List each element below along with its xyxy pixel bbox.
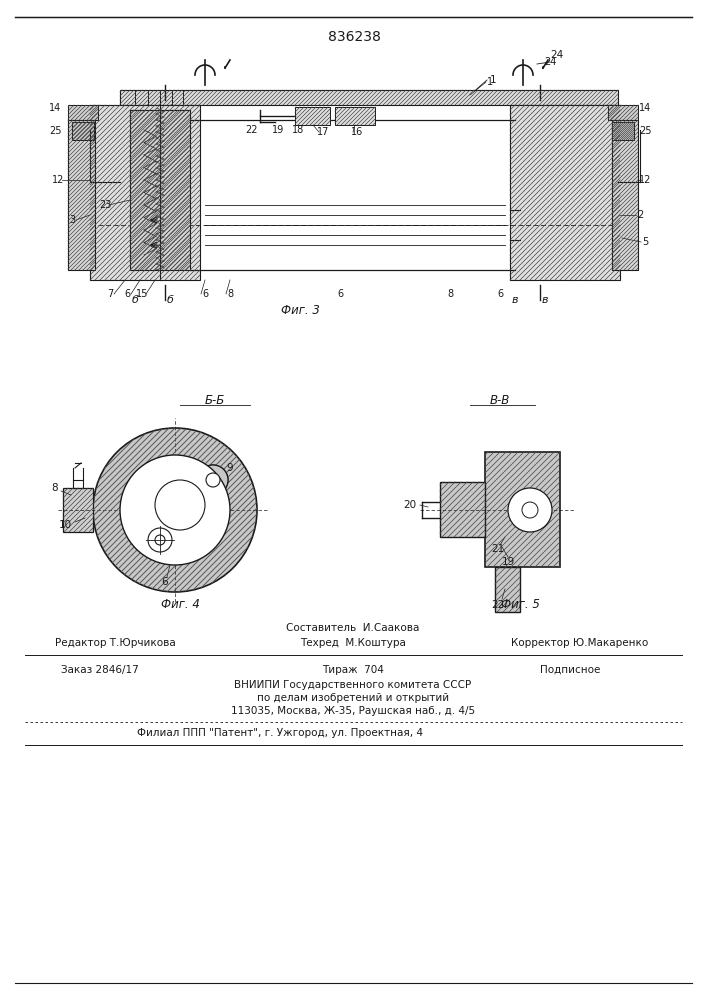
Bar (495, 567, 520, 612)
Text: Филиал ППП "Патент", г. Ужгород, ул. Проектная, 4: Филиал ППП "Патент", г. Ужгород, ул. Про… (137, 728, 423, 738)
Circle shape (120, 455, 230, 565)
Circle shape (198, 465, 228, 495)
Text: Редактор Т.Юрчикова: Редактор Т.Юрчикова (54, 638, 175, 648)
Text: 19: 19 (501, 557, 515, 567)
Text: 18: 18 (292, 125, 304, 135)
Text: 15: 15 (136, 289, 148, 299)
Text: 9: 9 (227, 463, 233, 473)
Text: Подписное: Подписное (540, 665, 600, 675)
Circle shape (206, 473, 220, 487)
Text: 10: 10 (59, 520, 71, 530)
Bar (295, 107, 330, 125)
Bar (440, 482, 485, 537)
Text: Техред  М.Коштура: Техред М.Коштура (300, 638, 406, 648)
Text: 23: 23 (99, 200, 111, 210)
Text: 6: 6 (202, 289, 208, 299)
Text: 12: 12 (639, 175, 651, 185)
Bar (608, 105, 638, 120)
Text: Тираж  704: Тираж 704 (322, 665, 384, 675)
Circle shape (508, 488, 552, 532)
Text: 8: 8 (447, 289, 453, 299)
Text: 24: 24 (544, 57, 556, 67)
Text: 7: 7 (107, 289, 113, 299)
Text: 2: 2 (637, 210, 643, 220)
Text: 20: 20 (404, 500, 416, 510)
Text: 8: 8 (227, 289, 233, 299)
Text: 8: 8 (52, 483, 58, 493)
Bar (335, 107, 375, 125)
Text: 3: 3 (69, 215, 75, 225)
Bar (120, 90, 618, 105)
Text: Корректор Ю.Макаренко: Корректор Ю.Макаренко (511, 638, 648, 648)
Text: 14: 14 (49, 103, 61, 113)
Bar (612, 120, 638, 270)
Circle shape (93, 428, 257, 592)
Text: 21: 21 (491, 544, 505, 554)
Text: Заказ 2846/17: Заказ 2846/17 (61, 665, 139, 675)
Text: 22: 22 (246, 125, 258, 135)
Text: 19: 19 (272, 125, 284, 135)
Text: по делам изобретений и открытий: по делам изобретений и открытий (257, 693, 449, 703)
Text: ВНИИПИ Государственного комитета СССР: ВНИИПИ Государственного комитета СССР (235, 680, 472, 690)
Circle shape (155, 535, 165, 545)
Bar (72, 122, 94, 140)
Bar (63, 488, 93, 532)
Text: 14: 14 (639, 103, 651, 113)
Bar (510, 105, 620, 280)
Bar (130, 110, 190, 270)
Text: 1: 1 (490, 75, 496, 85)
Text: 1: 1 (487, 77, 493, 87)
Text: б: б (132, 295, 139, 305)
Text: Фиг. 4: Фиг. 4 (160, 598, 199, 611)
Circle shape (522, 502, 538, 518)
Text: б: б (167, 295, 173, 305)
Text: 5: 5 (642, 237, 648, 247)
Text: 17: 17 (317, 127, 329, 137)
Text: 6: 6 (124, 289, 130, 299)
Bar (68, 120, 95, 270)
Bar (612, 122, 634, 140)
Text: Фиг. 5: Фиг. 5 (501, 598, 539, 611)
Text: 22: 22 (491, 600, 505, 610)
Text: Б-Б: Б-Б (205, 393, 225, 406)
Text: 12: 12 (52, 175, 64, 185)
Bar (90, 105, 200, 280)
Circle shape (148, 528, 172, 552)
Circle shape (155, 480, 205, 530)
Text: 24: 24 (550, 50, 563, 60)
Text: 16: 16 (351, 127, 363, 137)
Bar (485, 452, 560, 567)
Text: Составитель  И.Саакова: Составитель И.Саакова (286, 623, 420, 633)
Text: В-В: В-В (490, 393, 510, 406)
Circle shape (198, 465, 228, 495)
Text: 25: 25 (638, 126, 651, 136)
Text: 836238: 836238 (327, 30, 380, 44)
Text: 6: 6 (497, 289, 503, 299)
Text: 113035, Москва, Ж-35, Раушская наб., д. 4/5: 113035, Москва, Ж-35, Раушская наб., д. … (231, 706, 475, 716)
Text: в: в (512, 295, 518, 305)
Text: 6: 6 (162, 577, 168, 587)
Text: Фиг. 3: Фиг. 3 (281, 304, 320, 316)
Bar (68, 105, 98, 120)
Text: 6: 6 (337, 289, 343, 299)
Text: в: в (542, 295, 548, 305)
Text: 25: 25 (49, 126, 62, 136)
